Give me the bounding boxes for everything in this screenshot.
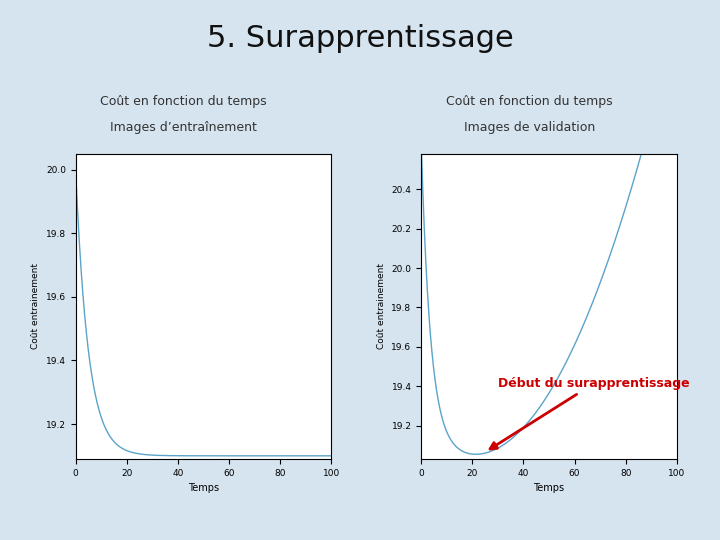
Y-axis label: Coût entrainement: Coût entrainement bbox=[31, 264, 40, 349]
Text: Coût en fonction du temps: Coût en fonction du temps bbox=[100, 94, 267, 107]
Text: Coût en fonction du temps: Coût en fonction du temps bbox=[446, 94, 613, 107]
Text: 5. Surapprentissage: 5. Surapprentissage bbox=[207, 24, 513, 53]
Text: Images de validation: Images de validation bbox=[464, 122, 595, 134]
Y-axis label: Coût entrainement: Coût entrainement bbox=[377, 264, 386, 349]
X-axis label: Temps: Temps bbox=[188, 483, 219, 493]
X-axis label: Temps: Temps bbox=[534, 483, 564, 493]
Text: Images d’entraînement: Images d’entraînement bbox=[110, 122, 257, 134]
Text: Début du surapprentissage: Début du surapprentissage bbox=[490, 377, 690, 449]
